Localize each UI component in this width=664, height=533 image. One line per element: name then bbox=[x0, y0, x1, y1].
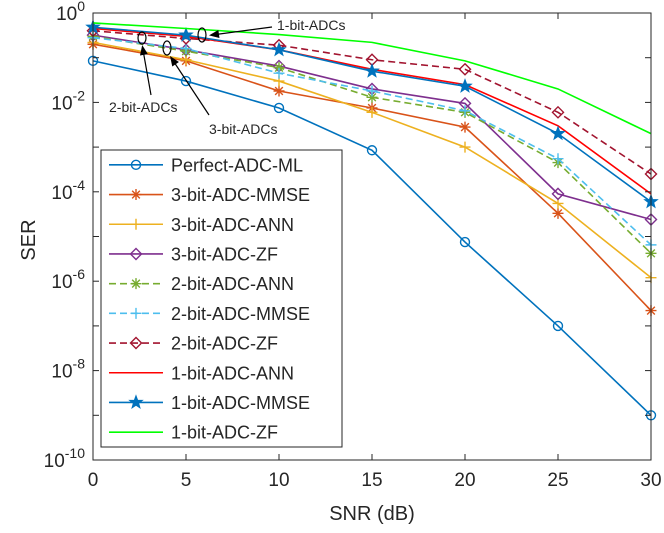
legend-marker bbox=[129, 247, 143, 261]
data-point bbox=[364, 62, 380, 78]
arrow-head bbox=[139, 45, 148, 56]
data-point bbox=[459, 105, 471, 117]
legend-entry: 3-bit-ADC-ANN bbox=[109, 215, 294, 235]
legend-label: 1-bit-ADC-ANN bbox=[171, 363, 294, 383]
legend-marker bbox=[130, 159, 142, 171]
data-point bbox=[552, 207, 564, 219]
legend-marker bbox=[129, 336, 143, 350]
axes-group: 0 5 10 15 20 25 30 100 10-2 10-4 10-6 10-8 10-10 bbox=[44, 0, 662, 491]
arrow-line bbox=[173, 61, 210, 116]
legend-label: 2-bit-ADC-ZF bbox=[171, 334, 278, 354]
group-ellipse-3bit bbox=[162, 40, 172, 56]
legend-box bbox=[100, 149, 343, 448]
data-point bbox=[273, 67, 285, 79]
arrow-head bbox=[209, 30, 220, 38]
annotation-3bit: 3-bit-ADCs bbox=[209, 121, 277, 137]
data-point bbox=[366, 145, 378, 156]
legend-label: 1-bit-ADC-MMSE bbox=[171, 393, 310, 413]
x-tick-label: 30 bbox=[640, 470, 661, 491]
annotation-2bit: 2-bit-ADCs bbox=[109, 99, 177, 115]
x-axis-label: SNR (dB) bbox=[329, 503, 415, 525]
arrow-head bbox=[170, 56, 179, 67]
legend-label: 1-bit-ADC-ZF bbox=[171, 423, 278, 443]
y-tick-label: 10-8 bbox=[51, 356, 85, 383]
legend-label: 3-bit-ADC-ANN bbox=[171, 215, 294, 235]
data-point bbox=[180, 75, 192, 87]
x-tick-label: 10 bbox=[268, 470, 289, 491]
series-10 bbox=[92, 22, 652, 135]
data-point bbox=[459, 141, 471, 153]
x-tick-label: 0 bbox=[88, 470, 99, 491]
data-point bbox=[459, 236, 471, 248]
legend-marker bbox=[130, 278, 142, 290]
x-tick-label: 20 bbox=[454, 470, 475, 491]
legend-marker bbox=[130, 307, 142, 319]
data-point bbox=[457, 78, 473, 93]
legend-marker bbox=[130, 218, 142, 230]
data-point bbox=[458, 62, 472, 76]
legend-entry: 1-bit-ADC-ZF bbox=[109, 423, 278, 443]
data-point bbox=[180, 43, 192, 55]
arrow-line bbox=[142, 49, 152, 96]
data-point bbox=[551, 187, 565, 201]
data-point bbox=[273, 85, 285, 97]
data-point bbox=[366, 106, 378, 118]
y-tick-label: 10-10 bbox=[44, 445, 86, 472]
legend-label: 2-bit-ADC-MMSE bbox=[171, 304, 310, 324]
legend-label: Perfect-ADC-ML bbox=[171, 155, 303, 175]
legend-entry: 3-bit-ADC-MMSE bbox=[109, 185, 310, 205]
y-axis-label: SER bbox=[18, 219, 40, 260]
y-tick-label: 10-4 bbox=[51, 177, 85, 204]
data-point bbox=[552, 153, 564, 165]
y-tick-label: 10-2 bbox=[51, 87, 85, 114]
x-tick-label: 15 bbox=[361, 470, 382, 491]
legend-entry: 1-bit-ADC-MMSE bbox=[109, 393, 310, 413]
legend-entry: Perfect-ADC-ML bbox=[109, 155, 303, 175]
data-point bbox=[366, 85, 378, 97]
data-point bbox=[552, 320, 564, 332]
legend-entry: 1-bit-ADC-ANN bbox=[109, 363, 294, 383]
series-line bbox=[92, 22, 652, 135]
legend-entry: 3-bit-ADC-ZF bbox=[109, 244, 278, 264]
group-ellipse-1bit bbox=[197, 27, 207, 43]
legend-entry: 2-bit-ADC-ANN bbox=[109, 274, 294, 294]
x-tick-label: 5 bbox=[181, 470, 192, 491]
x-tick-label: 25 bbox=[547, 470, 568, 491]
legend-label: 3-bit-ADC-MMSE bbox=[171, 185, 310, 205]
legend-label: 2-bit-ADC-ANN bbox=[171, 274, 294, 294]
data-point bbox=[178, 26, 194, 42]
arrow-line bbox=[211, 26, 273, 36]
data-point bbox=[550, 125, 566, 141]
y-tick-label: 100 bbox=[56, 0, 85, 25]
annotation-1bit: 1-bit-ADCs bbox=[277, 17, 345, 33]
data-point bbox=[273, 62, 285, 74]
legend: Perfect-ADC-ML 3-bit-ADC-MMSE 3-bit-ADC-AN… bbox=[100, 149, 343, 448]
legend-marker bbox=[130, 189, 142, 201]
legend-entry: 2-bit-ADC-MMSE bbox=[109, 304, 310, 324]
legend-label: 3-bit-ADC-ZF bbox=[171, 244, 278, 264]
data-point bbox=[459, 121, 471, 133]
legend-marker bbox=[128, 394, 144, 410]
annotations-group: 1-bit-ADCs 2-bit-ADCs 3-bit-ADCs bbox=[109, 17, 345, 137]
legend-entry: 2-bit-ADC-ZF bbox=[109, 334, 278, 354]
data-point bbox=[271, 41, 287, 57]
data-point bbox=[273, 102, 285, 114]
group-ellipse-2bit bbox=[137, 31, 147, 45]
y-tick-label: 10-6 bbox=[51, 266, 85, 293]
data-point bbox=[551, 105, 565, 119]
data-point bbox=[366, 91, 378, 103]
